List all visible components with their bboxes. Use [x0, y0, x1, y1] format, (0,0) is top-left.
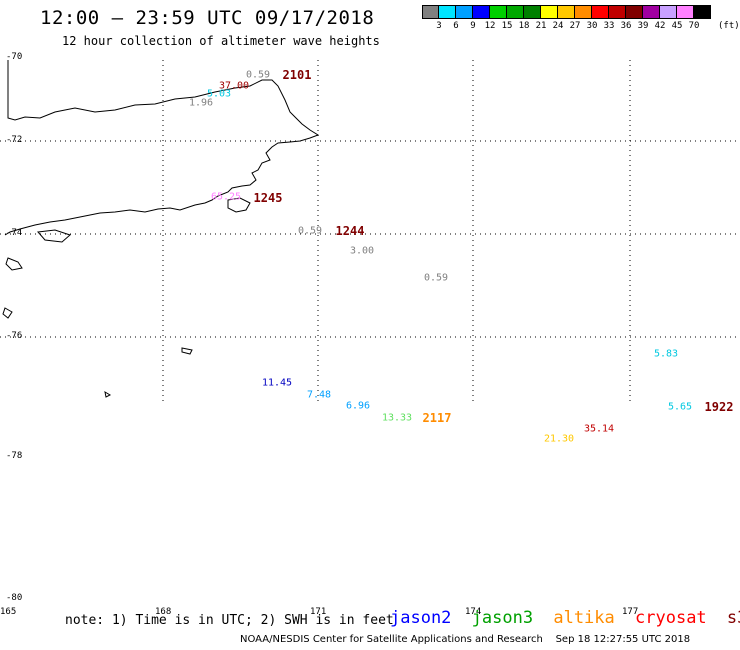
- legend-label: 12: [484, 21, 496, 31]
- wave-height-value: 37.00: [218, 80, 250, 92]
- satellite-name-jason2: jason2: [390, 608, 452, 628]
- wave-height-value: 11.45: [261, 377, 293, 389]
- legend-swatch: [507, 5, 524, 19]
- legend-swatch: [677, 5, 694, 19]
- pass-time-label: 1245: [253, 191, 283, 205]
- wave-height-value: 5.65: [667, 401, 693, 413]
- coastline-main: [4, 60, 320, 236]
- legend-swatch: [473, 5, 490, 19]
- satellite-name-cryosat: cryosat: [635, 608, 707, 628]
- island-5: [181, 347, 193, 355]
- legend-swatch: [558, 5, 575, 19]
- satellite-name-jason3: jason3: [471, 608, 534, 628]
- wave-height-value: 5.83: [653, 348, 679, 360]
- pass-time-label: 1244: [335, 224, 365, 238]
- lat-label: -80: [6, 593, 23, 603]
- legend-label: 33: [603, 21, 615, 31]
- wave-height-value: 0.59: [297, 225, 323, 237]
- legend-label: 21: [535, 21, 547, 31]
- legend-swatch: [694, 5, 711, 19]
- legend-label: 70: [688, 21, 700, 31]
- legend-swatch: [592, 5, 609, 19]
- pass-time-label: 2101: [282, 68, 312, 82]
- wave-height-value: 6.96: [345, 400, 371, 412]
- pass-time-label: 1922: [704, 400, 734, 414]
- wave-height-value: 65.25: [210, 191, 242, 203]
- legend-unit: (ft): [718, 21, 740, 31]
- credit-timestamp: Sep 18 12:27:55 UTC 2018: [555, 634, 691, 645]
- legend-swatch: [422, 5, 439, 19]
- legend-swatch: [575, 5, 592, 19]
- lat-label: -74: [6, 228, 23, 238]
- legend-label: 3: [436, 21, 442, 31]
- island-6: [104, 390, 112, 398]
- legend-swatch: [456, 5, 473, 19]
- wave-height-value: 5.03: [206, 88, 232, 100]
- satellite-name-s3a: s3a: [726, 608, 740, 628]
- legend-swatch: [524, 5, 541, 19]
- coastline: [2, 60, 320, 398]
- legend-swatch: [439, 5, 456, 19]
- lon-label: 165: [0, 607, 17, 617]
- legend-label: 24: [552, 21, 564, 31]
- legend-swatch: [541, 5, 558, 19]
- legend-label: 9: [470, 21, 476, 31]
- legend-label: 27: [569, 21, 581, 31]
- wave-height-value: 0.59: [423, 272, 449, 284]
- graticule: [0, 60, 740, 405]
- lon-label: 168: [155, 607, 172, 617]
- legend-label: 36: [620, 21, 632, 31]
- island-4: [2, 307, 13, 319]
- legend-label: 6: [453, 21, 459, 31]
- wave-height-value: 3.00: [349, 245, 375, 257]
- legend-swatch: [609, 5, 626, 19]
- legend-swatch: [626, 5, 643, 19]
- lat-label: -76: [6, 331, 23, 341]
- map-subtitle: 12 hour collection of altimeter wave hei…: [62, 34, 380, 48]
- island-3: [5, 257, 23, 271]
- wave-height-value: 7.48: [306, 389, 332, 401]
- credit-text: NOAA/NESDIS Center for Satellite Applica…: [240, 634, 543, 645]
- legend-label: 45: [671, 21, 683, 31]
- legend-label: 30: [586, 21, 598, 31]
- wave-height-value: 0.59: [245, 69, 271, 81]
- footer-note: note: 1) Time is in UTC; 2) SWH is in fe…: [65, 613, 394, 628]
- legend-swatch: [660, 5, 677, 19]
- map-title: 12:00 – 23:59 UTC 09/17/2018: [40, 7, 375, 29]
- legend-swatch: [490, 5, 507, 19]
- color-legend: [422, 5, 711, 19]
- legend-label: 39: [637, 21, 649, 31]
- lon-label: 171: [310, 607, 327, 617]
- legend-label: 42: [654, 21, 666, 31]
- pass-time-label: 2117: [422, 411, 452, 425]
- legend-swatch: [643, 5, 660, 19]
- lat-label: -70: [6, 52, 23, 62]
- wave-height-value: 21.30: [543, 433, 575, 445]
- wave-height-value: 13.33: [381, 412, 413, 424]
- legend-label: 15: [501, 21, 513, 31]
- wave-height-value: 1.96: [188, 97, 214, 109]
- island-1: [227, 197, 251, 213]
- lon-label: 174: [465, 607, 482, 617]
- lat-label: -78: [6, 451, 23, 461]
- lon-label: 177: [622, 607, 639, 617]
- satellite-name-altika: altika: [553, 608, 615, 628]
- credit-line: NOAA/NESDIS Center for Satellite Applica…: [240, 634, 690, 645]
- satellite-legend: jason2 jason3 altika cryosat s3a: [390, 608, 740, 628]
- wave-height-value: 35.14: [583, 423, 615, 435]
- lat-label: -72: [6, 135, 23, 145]
- island-2: [36, 229, 71, 243]
- legend-label: 18: [518, 21, 530, 31]
